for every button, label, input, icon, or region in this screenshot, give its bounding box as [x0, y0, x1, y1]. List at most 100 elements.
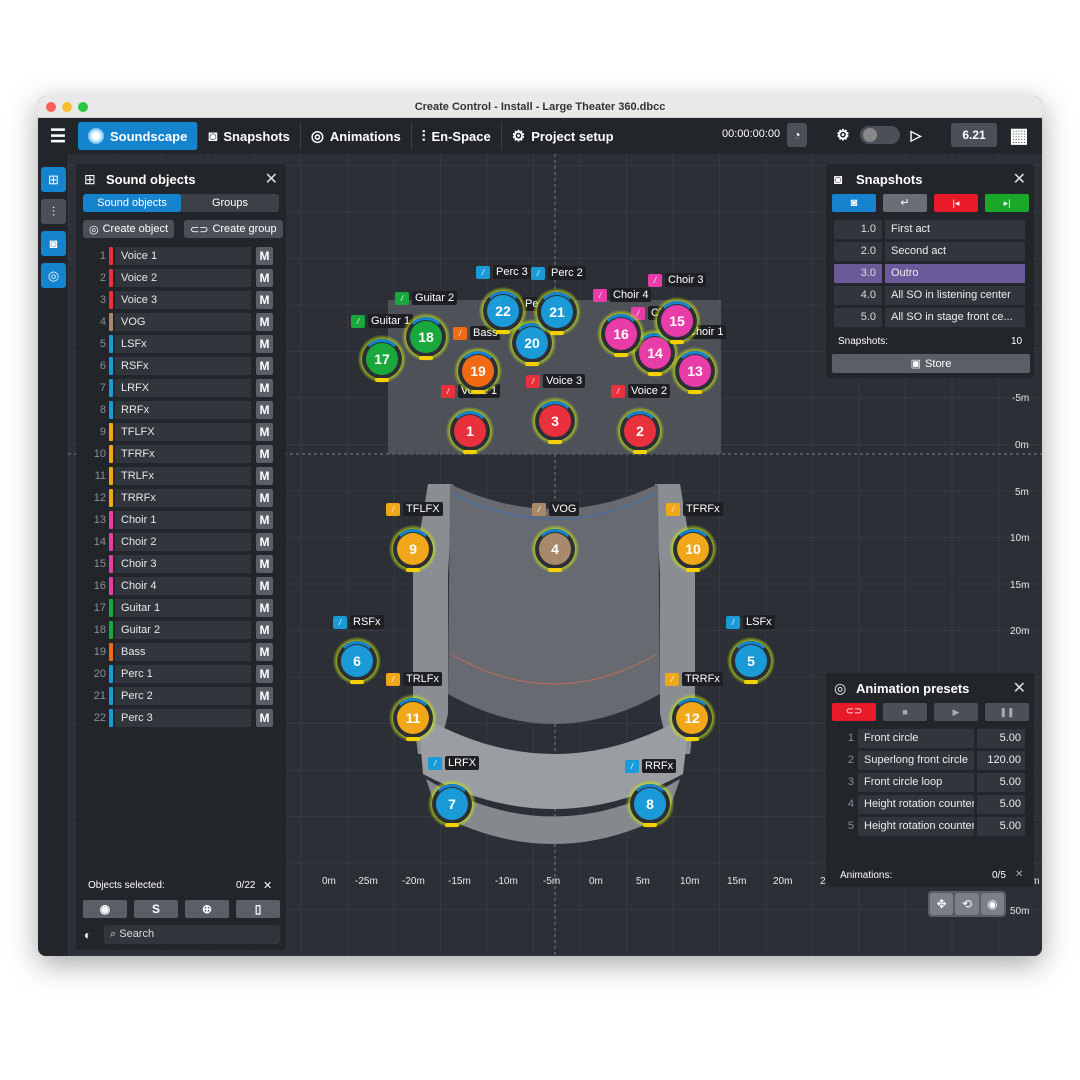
mute-button[interactable]: M [256, 599, 273, 617]
mute-button[interactable]: M [256, 533, 273, 551]
mixer-rail-icon[interactable]: ⫶ [41, 199, 66, 224]
snapshot-row[interactable]: 2.0 Second act [834, 242, 1026, 261]
tab-sound-objects[interactable]: Sound objects [83, 194, 181, 212]
nav-project-setup[interactable]: ⚙ Project setup [502, 122, 624, 150]
mute-button[interactable]: M [256, 555, 273, 573]
sound-object-row[interactable]: 5 LSFx M [76, 334, 286, 354]
animation-row[interactable]: 1 Front circle 5.00 [834, 729, 1026, 748]
snapshot-name[interactable]: All SO in listening center [885, 286, 1025, 305]
sound-object-row[interactable]: 17 Guitar 1 M [76, 598, 286, 618]
next-snapshot-button[interactable]: ▸| [985, 194, 1029, 212]
sound-object-name[interactable]: Guitar 1 [115, 599, 251, 617]
clear-selection-icon[interactable]: ✕ [263, 880, 273, 892]
sound-object-row[interactable]: 21 Perc 2 M [76, 686, 286, 706]
animation-duration[interactable]: 5.00 [977, 729, 1025, 748]
sound-object-name[interactable]: Perc 1 [115, 665, 251, 683]
sound-object-name[interactable]: RRFx [115, 401, 251, 419]
sound-object-row[interactable]: 20 Perc 1 M [76, 664, 286, 684]
animation-row[interactable]: 2 Superlong front circle 120.00 [834, 751, 1026, 770]
snapshot-name[interactable]: Second act [885, 242, 1025, 261]
snapshot-row[interactable]: 3.0 Outro [834, 264, 1026, 283]
animations-rail-icon[interactable]: ◎ [41, 263, 66, 288]
contrast-icon[interactable]: ◐ [84, 928, 92, 942]
mute-button[interactable]: M [256, 291, 273, 309]
nav-animations[interactable]: ◎ Animations [301, 122, 412, 150]
animation-row[interactable]: 5 Height rotation counter 5.00 [834, 817, 1026, 836]
animation-name[interactable]: Height rotation counter [858, 795, 974, 814]
snapshot-row[interactable]: 1.0 First act [834, 220, 1026, 239]
sound-object-row[interactable]: 13 Choir 1 M [76, 510, 286, 530]
sound-object-name[interactable]: TRRFx [115, 489, 251, 507]
animation-duration[interactable]: 5.00 [977, 795, 1025, 814]
create-group-button[interactable]: ⊂⊃ Create group [184, 220, 283, 238]
mute-button[interactable]: M [256, 379, 273, 397]
rotate-view-icon[interactable]: ⟲ [955, 893, 979, 915]
layout-grid-icon[interactable]: ▦ [1009, 124, 1029, 147]
mute-button[interactable]: M [256, 643, 273, 661]
sound-object-row[interactable]: 6 RSFx M [76, 356, 286, 376]
sound-object-name[interactable]: Perc 2 [115, 687, 251, 705]
animation-duration[interactable]: 5.00 [977, 817, 1025, 836]
animation-name[interactable]: Front circle loop [858, 773, 974, 792]
sound-object-row[interactable]: 4 VOG M [76, 312, 286, 332]
mute-button[interactable]: M [256, 247, 273, 265]
sound-object-name[interactable]: Perc 3 [115, 709, 251, 727]
stop-animation-button[interactable]: ■ [883, 703, 927, 721]
visibility-button[interactable]: ◉ [83, 900, 127, 918]
nav-snapshots[interactable]: ◙ Snapshots [198, 122, 301, 150]
sound-object-name[interactable]: LSFx [115, 335, 251, 353]
sound-object-row[interactable]: 16 Choir 4 M [76, 576, 286, 596]
play-animation-button[interactable]: ▶ [934, 703, 978, 721]
mute-button[interactable]: M [256, 709, 273, 727]
mute-button[interactable]: M [256, 489, 273, 507]
sound-object-row[interactable]: 7 LRFX M [76, 378, 286, 398]
animation-duration[interactable]: 120.00 [977, 751, 1025, 770]
mute-button[interactable]: M [256, 423, 273, 441]
snapshot-row[interactable]: 4.0 All SO in listening center [834, 286, 1026, 305]
animation-name[interactable]: Height rotation counter [858, 817, 974, 836]
sound-object-name[interactable]: Guitar 2 [115, 621, 251, 639]
animation-row[interactable]: 3 Front circle loop 5.00 [834, 773, 1026, 792]
close-icon[interactable]: ✕ [264, 171, 278, 188]
delete-button[interactable]: ▯ [236, 900, 280, 918]
sound-object-name[interactable]: Voice 2 [115, 269, 251, 287]
sound-object-name[interactable]: Voice 1 [115, 247, 251, 265]
search-input[interactable]: ⌕ Search [104, 925, 280, 944]
sound-object-name[interactable]: Choir 4 [115, 577, 251, 595]
snapshot-name[interactable]: Outro [885, 264, 1025, 283]
mute-button[interactable]: M [256, 511, 273, 529]
tab-groups[interactable]: Groups [211, 197, 249, 209]
sound-object-row[interactable]: 14 Choir 2 M [76, 532, 286, 552]
sound-object-row[interactable]: 10 TFRFx M [76, 444, 286, 464]
capture-snapshot-button[interactable]: ◙ [832, 194, 876, 212]
recall-snapshot-button[interactable]: ↵ [883, 194, 927, 212]
mute-button[interactable]: M [256, 269, 273, 287]
sound-object-name[interactable]: VOG [115, 313, 251, 331]
fit-view-icon[interactable]: ✥ [930, 893, 954, 915]
sound-object-row[interactable]: 2 Voice 2 M [76, 268, 286, 288]
sound-object-name[interactable]: Choir 2 [115, 533, 251, 551]
mute-button[interactable]: M [256, 687, 273, 705]
clear-animations-icon[interactable]: ✕ [1015, 869, 1024, 880]
sound-object-name[interactable]: TFLFX [115, 423, 251, 441]
timer-button[interactable]: ◔ [787, 123, 807, 147]
animation-duration[interactable]: 5.00 [977, 773, 1025, 792]
animation-name[interactable]: Front circle [858, 729, 974, 748]
mute-button[interactable]: M [256, 445, 273, 463]
playback-toggle[interactable] [860, 126, 900, 144]
previous-snapshot-button[interactable]: |◂ [934, 194, 978, 212]
snapshot-name[interactable]: First act [885, 220, 1025, 239]
eye-view-icon[interactable]: ◉ [980, 893, 1004, 915]
sound-object-name[interactable]: Voice 3 [115, 291, 251, 309]
store-button[interactable]: ▣ Store [832, 354, 1030, 373]
maximize-window-button[interactable] [78, 102, 88, 112]
snapshot-name[interactable]: All SO in stage front ce... [885, 308, 1025, 327]
sound-objects-rail-icon[interactable]: ⊞ [41, 167, 66, 192]
play-icon[interactable]: ▷ [910, 126, 922, 143]
sound-object-row[interactable]: 11 TRLFx M [76, 466, 286, 486]
mute-button[interactable]: M [256, 357, 273, 375]
minimize-window-button[interactable] [62, 102, 72, 112]
sound-object-row[interactable]: 19 Bass M [76, 642, 286, 662]
sound-object-name[interactable]: Bass [115, 643, 251, 661]
sound-object-name[interactable]: TRLFx [115, 467, 251, 485]
